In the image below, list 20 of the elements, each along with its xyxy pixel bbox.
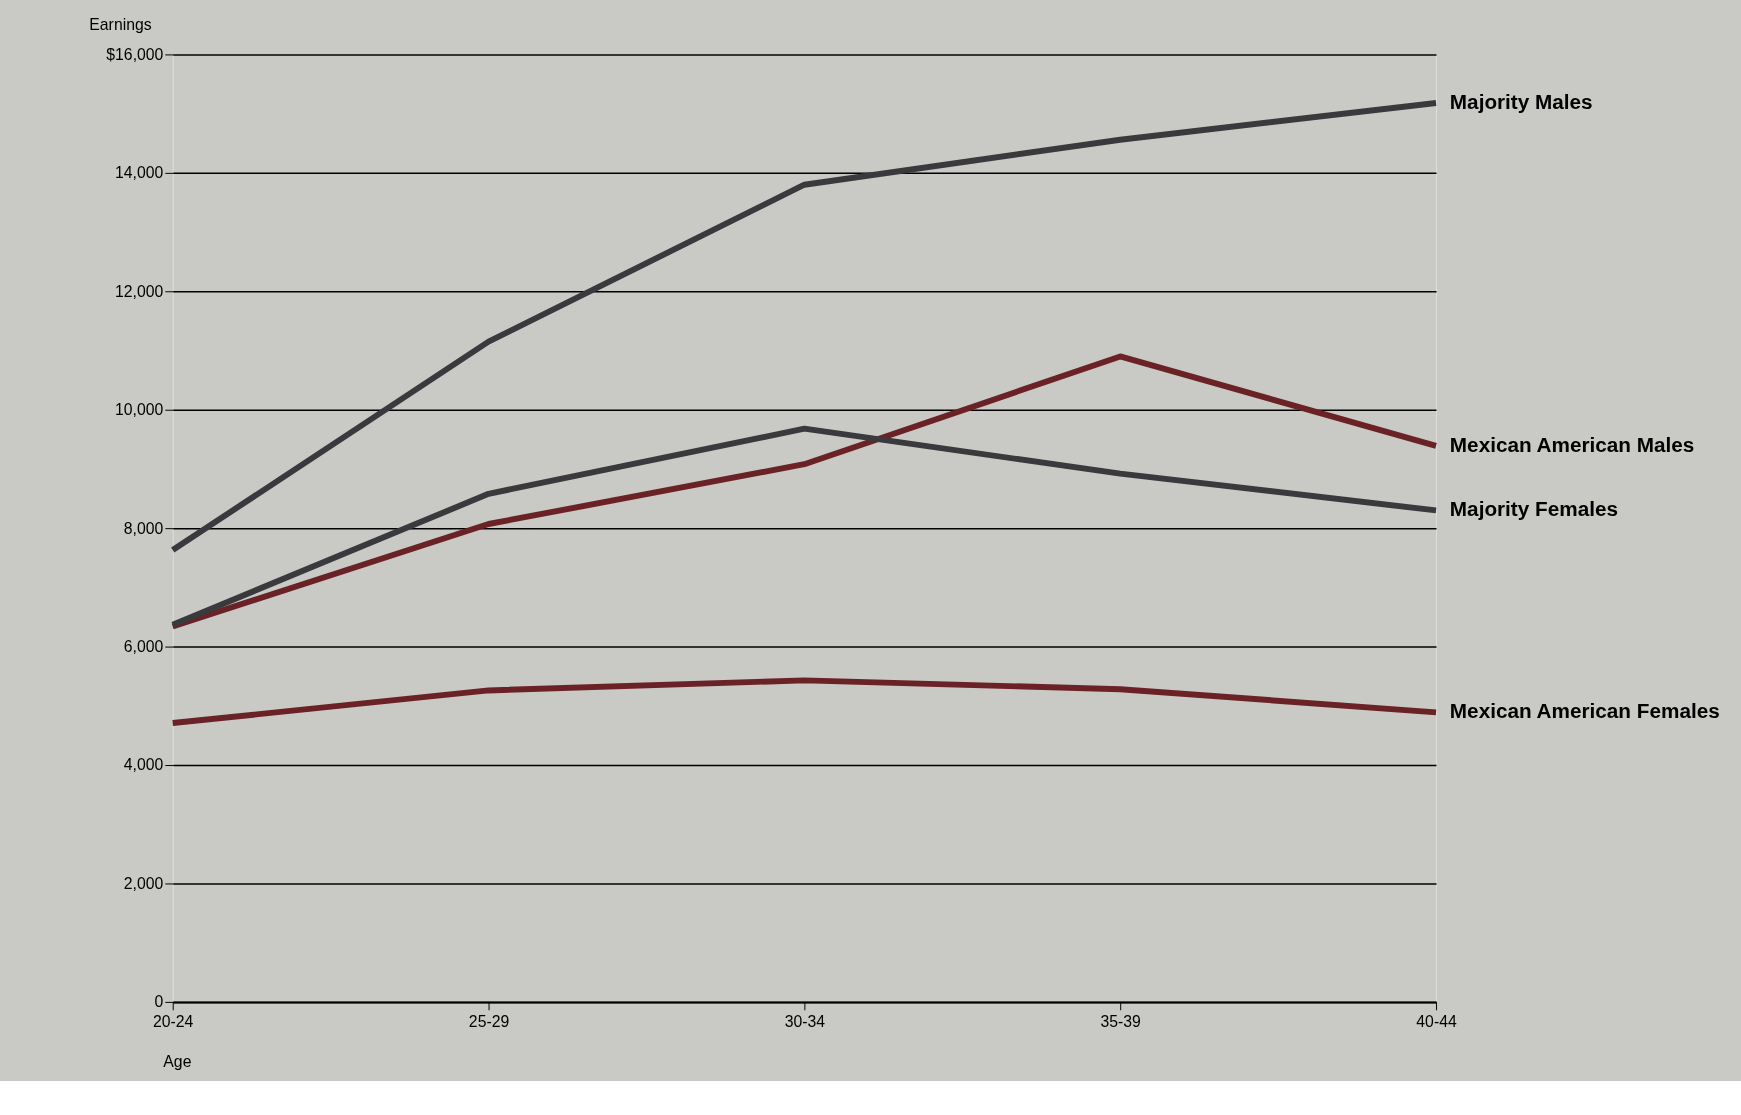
y-tick-label: 10,000 xyxy=(115,401,164,419)
y-axis-title: Earnings xyxy=(89,16,152,34)
x-axis-title: Age xyxy=(163,1052,192,1070)
x-tick-label: 40-44 xyxy=(1416,1013,1457,1031)
x-tick-label: 20-24 xyxy=(153,1013,194,1031)
y-tick-label: 8,000 xyxy=(123,519,164,537)
y-tick-label: 2,000 xyxy=(123,874,164,892)
y-tick-label: 14,000 xyxy=(115,164,164,182)
x-tick-label: 25-29 xyxy=(468,1013,510,1031)
y-tick-label: 0 xyxy=(154,993,164,1011)
y-tick-label: $16,000 xyxy=(106,45,164,63)
series-label: Mexican American Females xyxy=(1449,699,1720,723)
x-tick-label: 35-39 xyxy=(1100,1013,1142,1031)
series-label: Majority Females xyxy=(1449,497,1618,521)
y-tick-label: 6,000 xyxy=(123,638,164,656)
y-tick-label: 4,000 xyxy=(123,756,164,774)
x-tick-label: 30-34 xyxy=(784,1013,826,1031)
series-label: Majority Males xyxy=(1449,89,1593,113)
series-label: Mexican American Males xyxy=(1449,432,1695,456)
y-tick-label: 12,000 xyxy=(115,282,164,300)
